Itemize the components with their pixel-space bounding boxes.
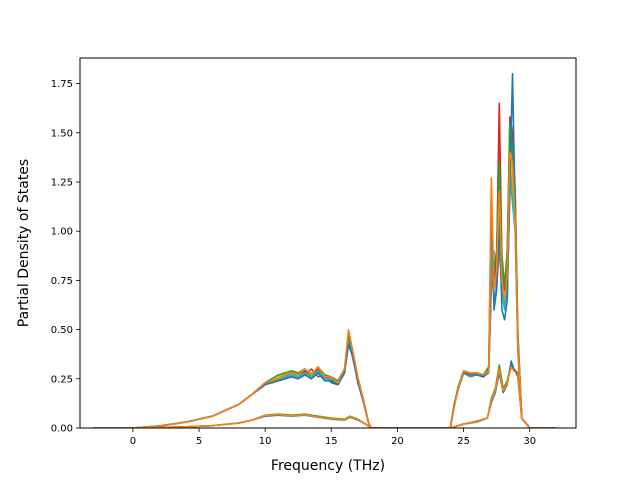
x-tick-label: 25 bbox=[457, 436, 470, 447]
x-tick-label: 15 bbox=[325, 436, 338, 447]
x-tick-label: 20 bbox=[391, 436, 404, 447]
y-tick-label: 1.00 bbox=[51, 227, 73, 238]
y-axis: 0.00 0.25 0.50 0.75 1.00 1.25 1.50 1.75 bbox=[51, 79, 80, 435]
series-line-10 bbox=[93, 151, 557, 428]
x-tick-label: 0 bbox=[130, 436, 136, 447]
x-axis: 0 5 10 15 20 25 30 bbox=[130, 428, 536, 447]
y-tick-label: 0.00 bbox=[51, 424, 73, 435]
y-tick-label: 1.50 bbox=[51, 128, 73, 139]
x-tick-label: 5 bbox=[196, 436, 202, 447]
y-tick-label: 0.50 bbox=[51, 325, 73, 336]
y-tick-label: 0.75 bbox=[51, 276, 73, 287]
series-line-13 bbox=[93, 366, 557, 428]
series-layer bbox=[93, 72, 557, 428]
x-tick-label: 30 bbox=[523, 436, 536, 447]
y-tick-label: 0.25 bbox=[51, 374, 73, 385]
y-axis-label: Partial Density of States bbox=[16, 159, 32, 327]
plot-frame bbox=[79, 57, 577, 429]
x-tick-label: 10 bbox=[259, 436, 272, 447]
y-tick-label: 1.75 bbox=[51, 79, 73, 90]
y-tick-label: 1.25 bbox=[51, 177, 73, 188]
x-axis-label: Frequency (THz) bbox=[271, 458, 385, 474]
